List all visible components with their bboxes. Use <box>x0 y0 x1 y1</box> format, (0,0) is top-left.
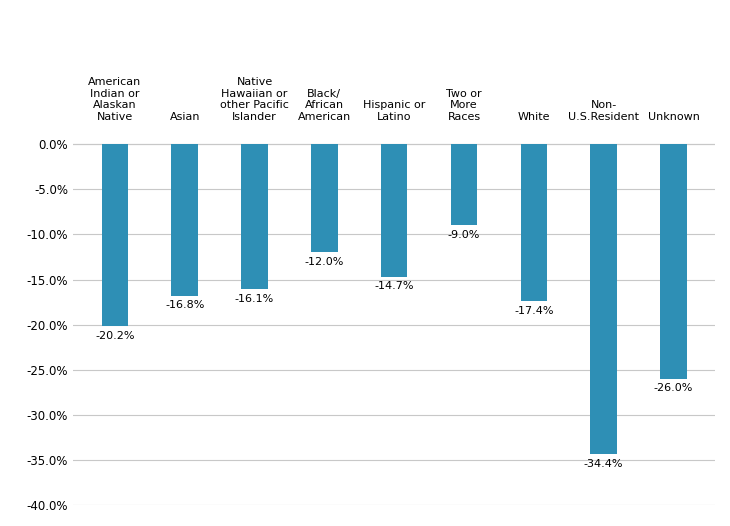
Text: -26.0%: -26.0% <box>654 383 694 393</box>
Text: -16.8%: -16.8% <box>165 300 204 310</box>
Text: -9.0%: -9.0% <box>447 230 480 240</box>
Bar <box>311 144 338 252</box>
Text: -14.7%: -14.7% <box>374 281 414 291</box>
Bar <box>450 144 477 226</box>
Bar <box>101 144 128 327</box>
Text: -12.0%: -12.0% <box>304 257 344 267</box>
Bar <box>520 144 547 301</box>
Bar <box>172 144 198 296</box>
Bar <box>660 144 687 379</box>
Text: -34.4%: -34.4% <box>584 459 623 469</box>
Bar <box>591 144 617 454</box>
Text: -17.4%: -17.4% <box>514 306 553 316</box>
Text: -20.2%: -20.2% <box>95 331 134 341</box>
Bar <box>381 144 407 277</box>
Text: -16.1%: -16.1% <box>235 294 274 304</box>
Bar <box>242 144 268 289</box>
